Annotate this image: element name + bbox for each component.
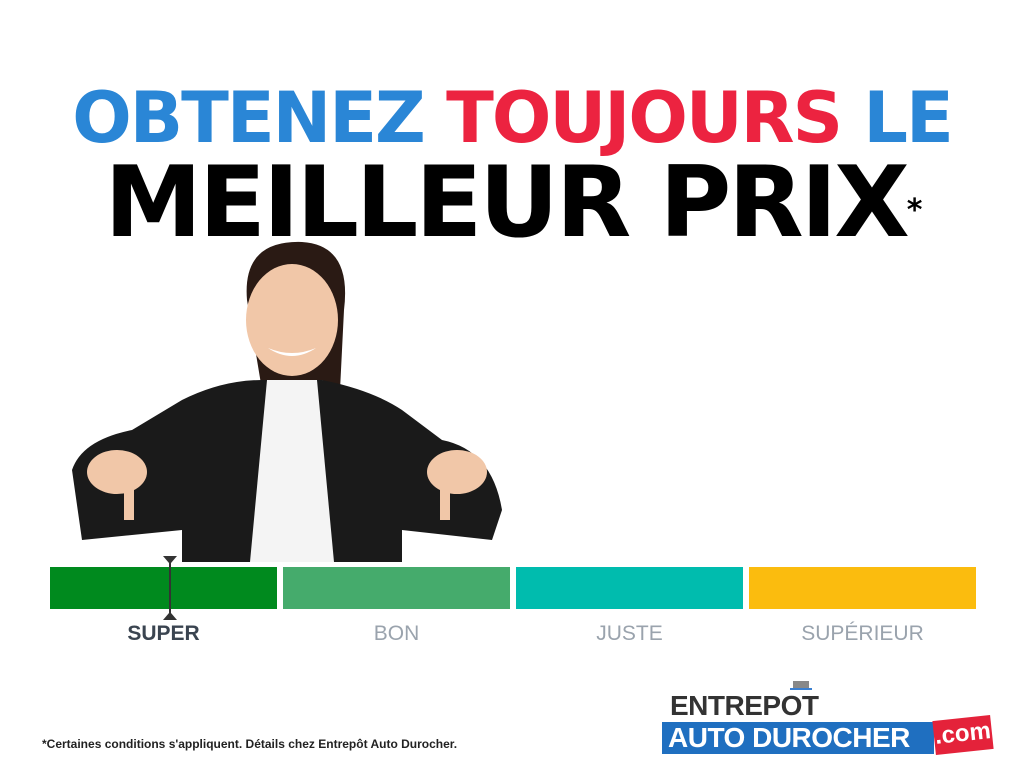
label-juste: JUSTE: [596, 622, 663, 645]
logo-auto-durocher: AUTO DUROCHER: [662, 722, 934, 754]
headline-meilleur-prix: MEILLEUR PRIX: [104, 146, 910, 260]
car-icon: [790, 681, 812, 690]
headline-line-2: MEILLEUR PRIX*: [0, 148, 1024, 258]
label-superieur: SUPÉRIEUR: [801, 622, 924, 645]
woman-pointing-down-image: [72, 241, 502, 562]
logo-dotcom: .com: [932, 715, 994, 755]
label-super: SUPER: [127, 622, 200, 645]
entrepot-auto-durocher-logo: ENTREPOT AUTO DUROCHER .com: [662, 680, 1002, 760]
footnote: *Certaines conditions s'appliquent. Déta…: [42, 737, 458, 751]
price-rating-labels: SUPER BON JUSTE SUPÉRIEUR: [50, 622, 976, 646]
segment-superieur: [749, 567, 976, 609]
segment-super: [50, 567, 277, 609]
segment-juste: [516, 567, 743, 609]
logo-entrepot: ENTREPOT: [670, 690, 819, 721]
headline-le: LE: [840, 77, 953, 159]
asterisk: *: [906, 193, 923, 228]
price-rating-bar: [50, 567, 976, 609]
headline-line-1: OBTENEZ TOUJOURS LE: [0, 78, 1024, 158]
price-marker-icon: [163, 556, 178, 620]
headline-toujours: TOUJOURS: [446, 77, 843, 159]
headline-obtenez: OBTENEZ: [72, 77, 447, 159]
label-bon: BON: [373, 622, 420, 645]
segment-bon: [283, 567, 510, 609]
